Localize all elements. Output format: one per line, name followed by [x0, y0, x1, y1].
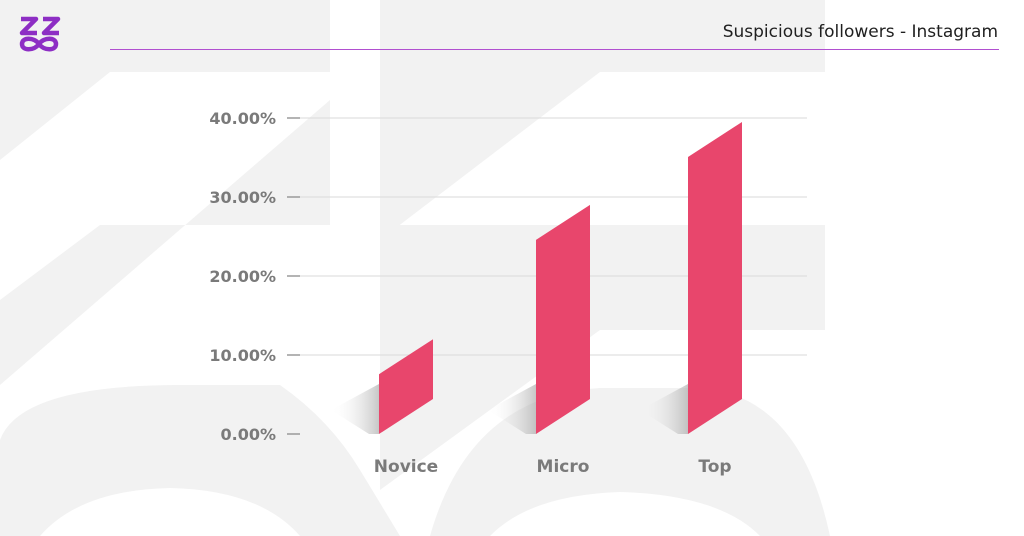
bar-shadow	[640, 384, 688, 434]
x-category-label: Micro	[537, 457, 590, 477]
bar-shadow	[488, 384, 536, 434]
y-tick-label: 30.00%	[209, 188, 276, 207]
bar-top	[688, 121, 742, 434]
x-axis-labels: Novice Micro Top	[374, 457, 732, 477]
bar-shadow	[331, 384, 379, 434]
page-title: Suspicious followers - Instagram	[722, 22, 998, 42]
y-tick-label: 20.00%	[209, 267, 276, 286]
header-divider	[110, 49, 999, 50]
bar-micro	[536, 204, 590, 434]
y-tick-label: 10.00%	[209, 346, 276, 365]
bar-novice	[379, 339, 433, 434]
x-category-label: Top	[698, 457, 731, 477]
y-axis-ticks: 0.00% 10.00% 20.00% 30.00% 40.00%	[209, 109, 300, 444]
y-tick-label: 0.00%	[220, 425, 276, 444]
bars	[331, 121, 742, 434]
x-category-label: Novice	[374, 457, 438, 477]
y-tick-label: 40.00%	[209, 109, 276, 128]
zz-infinity-logo-icon	[19, 16, 61, 52]
